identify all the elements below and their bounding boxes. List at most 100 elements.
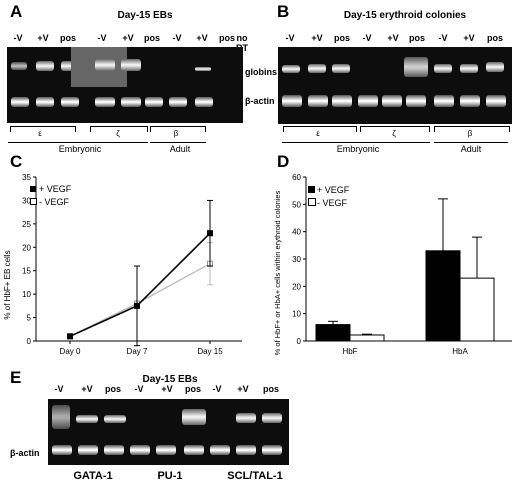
gel-band xyxy=(121,97,141,107)
legend-plus: + VEGF xyxy=(39,184,72,194)
gel-band xyxy=(236,413,256,423)
bracket xyxy=(360,126,430,132)
panel-b-gel xyxy=(278,47,512,124)
x-tick-label: HbF xyxy=(342,347,357,356)
gel-band xyxy=(460,95,480,107)
globins-label: globins xyxy=(245,67,277,77)
gel-band xyxy=(169,97,187,107)
bar xyxy=(425,250,461,342)
gel-band xyxy=(358,95,378,107)
panel-b-letter: B xyxy=(277,2,290,21)
gel-band xyxy=(145,97,163,107)
panel-d-letter: D xyxy=(277,152,290,171)
y-tick-label: 0 xyxy=(297,337,302,346)
lane-label: -V xyxy=(54,384,64,394)
embryonic-label: Embryonic xyxy=(58,144,102,154)
lane-label: -V xyxy=(172,33,182,43)
beta-actin-label: β-actin xyxy=(10,448,40,458)
lane-label: pos xyxy=(262,384,279,394)
gel-band xyxy=(52,405,70,429)
gel-band xyxy=(36,61,54,71)
bracket xyxy=(10,126,76,132)
y-tick-label: 35 xyxy=(22,173,31,182)
panel-c-letter: C xyxy=(10,152,23,171)
panel-a-title: Day-15 EBs xyxy=(117,10,173,21)
gel-band xyxy=(121,59,141,71)
gene-epsilon: ε xyxy=(38,129,42,138)
gel-band xyxy=(52,445,72,455)
lane-label: -V xyxy=(97,33,107,43)
gel-band xyxy=(210,445,230,455)
lane-label: pos xyxy=(486,33,503,43)
bracket xyxy=(90,126,148,132)
lane-label: pos xyxy=(143,33,160,43)
panel-c-chart: % of HbF+ EB cells 0 5 10 15 20 25 30 35 Day 0 Da… xyxy=(3,173,242,356)
gel-band xyxy=(156,445,176,455)
legend-swatch-minus xyxy=(308,198,316,206)
lane-label: +V xyxy=(237,384,249,394)
gel-band xyxy=(404,57,428,77)
beta-actin-label: β-actin xyxy=(245,96,275,106)
gel-band xyxy=(184,445,204,455)
gel-band xyxy=(236,445,256,455)
legend-swatch-plus xyxy=(308,186,315,193)
y-tick-label: 40 xyxy=(292,228,301,237)
panel-a-letter: A xyxy=(10,2,23,21)
gel-band xyxy=(104,415,126,423)
bar xyxy=(459,277,495,342)
bar-series xyxy=(315,198,495,342)
lane-label: pos xyxy=(184,384,201,394)
gel-band xyxy=(11,62,27,70)
series-line xyxy=(69,263,211,337)
gel-band xyxy=(95,97,115,107)
gel-band xyxy=(195,97,213,107)
lane-label: -V xyxy=(212,384,222,394)
x-tick-label: HbA xyxy=(452,347,468,356)
legend-minus: - VEGF xyxy=(317,198,348,208)
lane-label: +V xyxy=(387,33,399,43)
y-axis-label: % of HbF+ or HbA+ cells within erythroid… xyxy=(273,190,282,355)
y-tick-label: 20 xyxy=(292,282,301,291)
legend-swatch-plus xyxy=(30,186,36,192)
lane-label: +V xyxy=(463,33,475,43)
group-line xyxy=(150,142,206,143)
gel-band xyxy=(434,95,454,107)
lane-label: +V xyxy=(161,384,173,394)
gene-zeta: ζ xyxy=(116,129,120,138)
panel-e-letter: E xyxy=(10,368,22,387)
adult-label: Adult xyxy=(460,144,482,154)
x-tick-label: Day 7 xyxy=(127,347,148,356)
gel-band xyxy=(406,95,426,107)
legend-swatch-minus xyxy=(30,198,37,205)
y-tick-label: 30 xyxy=(292,255,301,264)
lane-label: -V xyxy=(285,33,295,43)
gel-band xyxy=(104,445,124,455)
lane-label: -V xyxy=(438,33,448,43)
bar xyxy=(349,334,385,342)
bar xyxy=(315,324,351,342)
lane-label: -V xyxy=(134,384,144,394)
gel-band xyxy=(78,445,98,455)
gel-band xyxy=(61,61,79,71)
gel-band xyxy=(308,64,326,73)
panel-b-title: Day-15 erythroid colonies xyxy=(343,10,467,21)
gene-zeta: ζ xyxy=(392,129,396,138)
y-tick-label: 30 xyxy=(22,196,31,205)
lane-label: +V xyxy=(81,384,93,394)
y-tick-label: 5 xyxy=(27,314,32,323)
lane-label: pos xyxy=(333,33,350,43)
gel-band xyxy=(76,415,98,423)
gel-band xyxy=(11,97,29,107)
lane-label: pos xyxy=(218,33,235,43)
gel-band xyxy=(332,64,350,73)
bracket xyxy=(434,126,510,132)
y-tick-label: 10 xyxy=(22,290,31,299)
series-line xyxy=(69,232,211,338)
gel-band xyxy=(382,95,402,107)
data-point xyxy=(67,333,73,340)
bracket xyxy=(150,126,206,132)
y-tick-label: 10 xyxy=(292,310,301,319)
lane-label: +V xyxy=(311,33,323,43)
gel-band xyxy=(282,95,302,107)
gel-band xyxy=(130,445,150,455)
